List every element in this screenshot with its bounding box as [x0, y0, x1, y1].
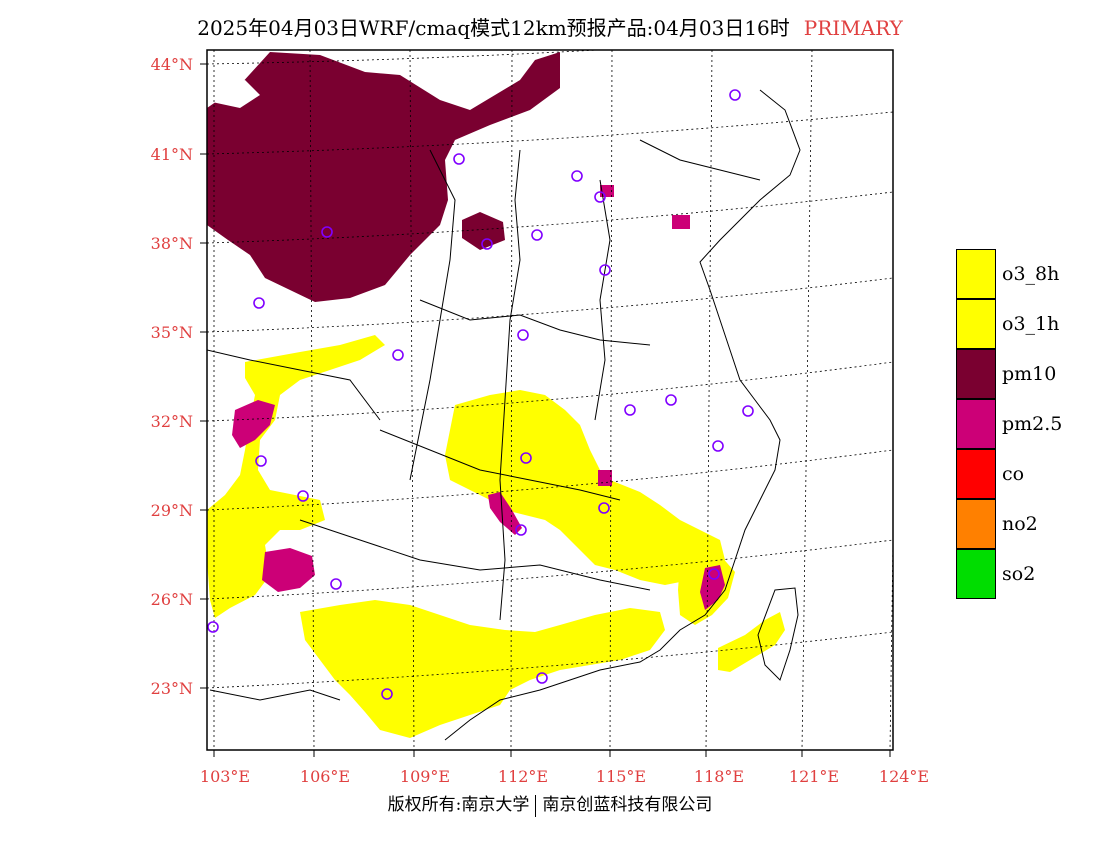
lon-label-106: 106°E — [300, 767, 350, 786]
station-marker — [742, 405, 754, 417]
station-marker — [207, 621, 219, 633]
legend-label: pm2.5 — [1002, 413, 1063, 435]
station-marker — [481, 238, 493, 250]
legend-item-pm25: pm2.5 — [956, 399, 1096, 449]
station-marker — [253, 297, 265, 309]
station-marker — [297, 490, 309, 502]
station-marker — [515, 524, 527, 536]
province-border-9 — [639, 139, 761, 181]
lon-label-112: 112°E — [498, 767, 548, 786]
legend-label: pm10 — [1002, 363, 1057, 385]
lat-label-38: 38°N — [151, 234, 193, 253]
lat-label-41: 41°N — [151, 145, 193, 164]
legend-swatch — [956, 399, 996, 449]
legend-label: no2 — [1002, 513, 1038, 535]
boundaries — [207, 89, 801, 741]
title-text: 2025年04月03日WRF/cmaq模式12km预报产品:04月03日16时 — [197, 16, 790, 40]
station-marker — [729, 89, 741, 101]
lat-label-26: 26°N — [151, 590, 193, 609]
o3-region-taiwan-strait — [718, 612, 785, 672]
province-border-7 — [207, 349, 381, 421]
o3-region-west — [207, 335, 385, 618]
station-marker — [330, 578, 342, 590]
legend-swatch — [956, 249, 996, 299]
station-marker — [598, 502, 610, 514]
product-type-label: PRIMARY — [803, 16, 903, 40]
copyright-right: 南京创蓝科技有限公司 — [542, 795, 713, 815]
coastline — [444, 89, 801, 741]
lon-label-115: 115°E — [596, 767, 646, 786]
lat-label-35: 35°N — [151, 323, 193, 342]
map-title: 2025年04月03日WRF/cmaq模式12km预报产品:04月03日16时 P… — [0, 12, 1100, 41]
lon-label-109: 109°E — [400, 767, 450, 786]
lon-label-103: 103°E — [200, 767, 250, 786]
station-marker — [599, 264, 611, 276]
legend-swatch — [956, 549, 996, 599]
province-border-8 — [209, 689, 341, 701]
station-marker — [381, 688, 393, 700]
lon-label-121: 121°E — [789, 767, 839, 786]
legend-item-so2: so2 — [956, 549, 1096, 599]
pm10-white-hole — [212, 80, 260, 108]
copyright-left: 版权所有:南京大学 — [387, 795, 530, 815]
station-markers — [207, 89, 754, 700]
pm10-region-north — [207, 52, 560, 302]
copyright-footer: 版权所有:南京大学 南京创蓝科技有限公司 — [0, 790, 1100, 817]
map-area — [207, 50, 893, 750]
pm10-region-patch — [462, 212, 505, 250]
legend-item-o3-1h: o3_1h — [956, 299, 1096, 349]
province-border-5 — [499, 149, 521, 621]
legend-item-no2: no2 — [956, 499, 1096, 549]
o3-region-south — [300, 600, 665, 738]
lat-label-29: 29°N — [151, 501, 193, 520]
province-border-3 — [299, 519, 651, 591]
legend-swatch — [956, 299, 996, 349]
legend-label: co — [1002, 463, 1025, 485]
station-marker — [712, 440, 724, 452]
taiwan-outline — [757, 587, 799, 681]
pm25-region-hubei — [488, 492, 522, 535]
station-marker — [571, 170, 583, 182]
station-marker — [708, 568, 720, 580]
lon-label-124: 124°E — [879, 767, 929, 786]
province-border-1 — [419, 299, 651, 346]
legend-label: so2 — [1002, 563, 1036, 585]
legend-item-co: co — [956, 449, 1096, 499]
lon-label-118: 118°E — [694, 767, 744, 786]
legend-item-o3-8h: o3_8h — [956, 249, 1096, 299]
map-frame — [206, 49, 894, 751]
pm25-regions — [232, 185, 725, 610]
pm25-patch-hebei — [672, 215, 690, 229]
province-border-2 — [379, 429, 621, 501]
graticule — [207, 50, 893, 750]
legend-label: o3_1h — [1002, 313, 1060, 335]
legend-label: o3_8h — [1002, 263, 1060, 285]
station-marker — [321, 226, 333, 238]
station-marker — [392, 349, 404, 361]
legend-swatch — [956, 449, 996, 499]
station-marker — [665, 394, 677, 406]
pm25-region-west — [232, 400, 275, 448]
legend-swatch — [956, 349, 996, 399]
tick-marks — [200, 63, 891, 757]
station-marker — [536, 672, 548, 684]
station-marker — [453, 153, 465, 165]
legend-swatch — [956, 499, 996, 549]
station-marker — [255, 455, 267, 467]
pm25-region-sichuan — [262, 548, 315, 592]
station-marker — [520, 452, 532, 464]
legend-item-pm10: pm10 — [956, 349, 1096, 399]
copyright-divider — [535, 794, 537, 817]
lat-label-32: 32°N — [151, 412, 193, 431]
province-border-4 — [409, 149, 456, 481]
lat-label-23: 23°N — [151, 679, 193, 698]
lat-label-44: 44°N — [151, 55, 193, 74]
station-marker — [531, 229, 543, 241]
o3-region-central — [445, 390, 725, 585]
pm25-patch-anhui — [598, 470, 612, 486]
station-marker — [594, 191, 606, 203]
station-marker — [517, 329, 529, 341]
station-marker — [624, 404, 636, 416]
